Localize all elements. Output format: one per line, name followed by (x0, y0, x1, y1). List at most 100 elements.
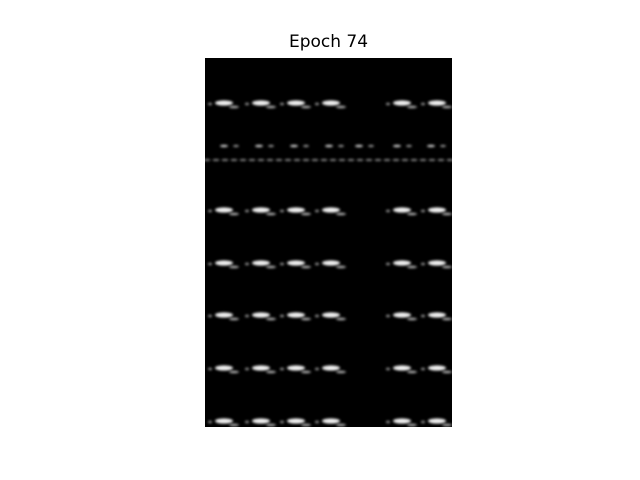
sample-blob-shadow (301, 317, 311, 321)
sample-blob (428, 365, 446, 371)
figure-title: Epoch 74 (288, 32, 369, 52)
sample-blob-edge (315, 102, 319, 106)
sample-blob-small (233, 144, 239, 148)
sample-blob-edge (386, 262, 390, 266)
sample-blob-edge (386, 209, 390, 213)
sample-blob-shadow (336, 105, 346, 109)
sample-blob-edge (280, 420, 284, 424)
sample-blob-shadow (301, 265, 311, 269)
sample-blob (215, 100, 233, 106)
sample-blob-small (355, 144, 363, 148)
sample-blob-edge (245, 420, 249, 424)
sample-blob (287, 312, 305, 318)
streak-dash (212, 159, 220, 161)
sample-blob-edge (315, 262, 319, 266)
sample-blob-edge (386, 420, 390, 424)
sample-blob-shadow (301, 212, 311, 216)
sample-blob-shadow (266, 370, 276, 374)
sample-blob (252, 312, 270, 318)
sample-blob (287, 365, 305, 371)
sample-blob-shadow (301, 370, 311, 374)
sample-blob-shadow (336, 265, 346, 269)
streak-dash (284, 159, 292, 161)
sample-blob (252, 260, 270, 266)
sample-blob-edge (245, 262, 249, 266)
sample-blob (252, 365, 270, 371)
streak-dash (293, 159, 301, 161)
sample-blob (215, 365, 233, 371)
sample-blob-edge (421, 420, 425, 424)
sample-blob-small (325, 144, 333, 148)
sample-blob-edge (208, 314, 212, 318)
sample-blob-shadow (407, 423, 417, 427)
streak-dash (383, 159, 391, 161)
streak-dash (311, 159, 319, 161)
sample-blob-shadow (407, 370, 417, 374)
sample-blob-edge (208, 102, 212, 106)
sample-blob (215, 418, 233, 424)
sample-blob (322, 418, 340, 424)
sample-blob (393, 207, 411, 213)
image-background (205, 58, 452, 427)
streak-dash (365, 159, 373, 161)
sample-blob-shadow (442, 265, 452, 269)
sample-blob-shadow (266, 265, 276, 269)
sample-blob (287, 418, 305, 424)
sample-blob-edge (421, 314, 425, 318)
sample-blob-small (440, 144, 446, 148)
sample-blob-edge (315, 314, 319, 318)
streak-dash (230, 159, 238, 161)
generated-image-grid (205, 58, 452, 427)
sample-blob-edge (208, 262, 212, 266)
sample-blob (322, 100, 340, 106)
sample-blob-edge (421, 102, 425, 106)
sample-blob (287, 100, 305, 106)
sample-blob-small (303, 144, 309, 148)
sample-blob (322, 365, 340, 371)
sample-blob-shadow (229, 105, 239, 109)
sample-blob-shadow (266, 317, 276, 321)
sample-blob-shadow (336, 317, 346, 321)
streak-dash (428, 159, 436, 161)
streak-dash (437, 159, 445, 161)
sample-blob-shadow (407, 212, 417, 216)
sample-blob-shadow (301, 423, 311, 427)
streak-dash (374, 159, 382, 161)
sample-blob-edge (245, 102, 249, 106)
sample-blob-small (368, 144, 374, 148)
image-grid-canvas (205, 58, 452, 427)
sample-blob (393, 418, 411, 424)
sample-blob-small (393, 144, 401, 148)
streak-dash (257, 159, 265, 161)
streak-dash (275, 159, 283, 161)
streak-dash (205, 159, 211, 161)
sample-blob-edge (245, 209, 249, 213)
sample-blob-edge (386, 314, 390, 318)
sample-blob-shadow (229, 370, 239, 374)
sample-blob-shadow (336, 423, 346, 427)
sample-blob-shadow (407, 317, 417, 321)
sample-blob-edge (386, 102, 390, 106)
sample-blob-edge (280, 314, 284, 318)
sample-blob-edge (245, 314, 249, 318)
sample-blob (428, 260, 446, 266)
sample-blob-shadow (266, 423, 276, 427)
sample-blob (215, 312, 233, 318)
sample-blob (322, 207, 340, 213)
sample-blob (252, 207, 270, 213)
sample-blob-shadow (266, 212, 276, 216)
sample-blob-shadow (229, 423, 239, 427)
streak-dash (392, 159, 400, 161)
streak-dash (248, 159, 256, 161)
sample-blob (252, 418, 270, 424)
streak-dash (266, 159, 274, 161)
streak-dash (239, 159, 247, 161)
sample-blob (428, 100, 446, 106)
sample-blob-shadow (266, 105, 276, 109)
sample-blob-shadow (229, 212, 239, 216)
sample-blob (393, 260, 411, 266)
streak-dash (419, 159, 427, 161)
streak-dash (347, 159, 355, 161)
sample-blob-small (406, 144, 412, 148)
sample-blob (252, 100, 270, 106)
